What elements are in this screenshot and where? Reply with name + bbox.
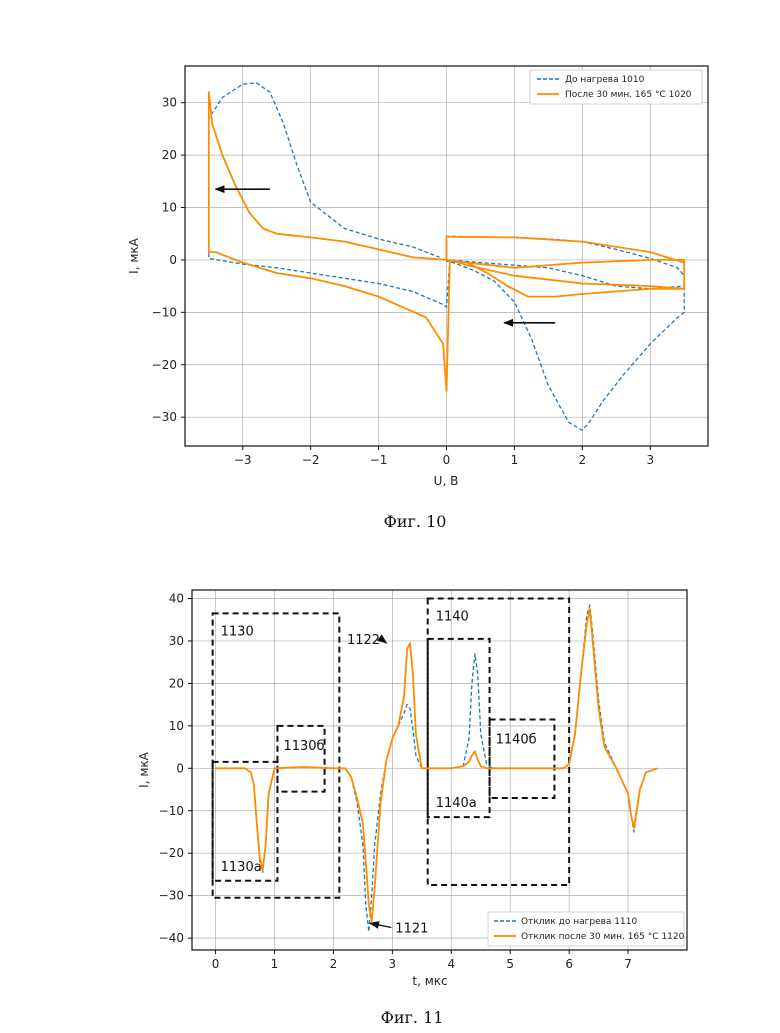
y-tick-label: −20 bbox=[152, 358, 177, 372]
y-tick-label: 40 bbox=[169, 591, 184, 605]
x-tick-label: 0 bbox=[212, 957, 220, 971]
figure-caption: Фиг. 11 bbox=[381, 1008, 444, 1027]
chart-fig11: 1130 1130а 1130б 1140 1140а 1140б 1122 1121 0 1… bbox=[137, 590, 687, 1027]
x-axis-label: U, В bbox=[434, 474, 459, 488]
annotation-1122: 1122 bbox=[347, 633, 380, 648]
y-tick-label: −30 bbox=[152, 410, 177, 424]
y-tick-label: 0 bbox=[169, 253, 177, 267]
annotations bbox=[216, 189, 556, 323]
figure-caption: Фиг. 10 bbox=[384, 512, 447, 531]
x-tick-label: −1 bbox=[370, 453, 388, 467]
region-box-1130 bbox=[213, 613, 340, 897]
y-tick-label: −30 bbox=[159, 889, 184, 903]
x-tick-label: 3 bbox=[389, 957, 397, 971]
y-tick-label: 20 bbox=[169, 676, 184, 690]
region-label: 1140б bbox=[496, 732, 537, 747]
region-box-1140б bbox=[490, 719, 555, 798]
region-box-1140а bbox=[428, 639, 490, 817]
y-axis-label: I, мкА bbox=[127, 237, 141, 273]
y-tick-label: 20 bbox=[162, 148, 177, 162]
x-tick-label: 1 bbox=[511, 453, 519, 467]
x-tick-label: 2 bbox=[330, 957, 338, 971]
y-tick-label: 30 bbox=[169, 634, 184, 648]
y-tick-label: 0 bbox=[176, 761, 184, 775]
y-axis-label: I, мкА bbox=[137, 751, 151, 787]
y-tick-label: −20 bbox=[159, 846, 184, 860]
grid bbox=[192, 590, 687, 950]
x-tick-label: −3 bbox=[234, 453, 252, 467]
x-tick-label: 1 bbox=[271, 957, 279, 971]
annotation-arrow bbox=[370, 923, 391, 927]
chart-fig10: −3−2−10123−30−20−100102030 U, В I, мкА Д… bbox=[127, 66, 708, 531]
legend-entry-1: До нагрева 1010 bbox=[565, 75, 645, 85]
x-tick-label: 2 bbox=[579, 453, 587, 467]
x-tick-label: 5 bbox=[506, 957, 514, 971]
legend: До нагрева 1010 После 30 мин. 165 °С 102… bbox=[530, 70, 702, 104]
x-tick-label: 7 bbox=[624, 957, 632, 971]
x-tick-label: 3 bbox=[646, 453, 654, 467]
y-tick-label: 10 bbox=[162, 201, 177, 215]
annotations: 1122 1121 bbox=[347, 633, 428, 937]
legend-entry-1: Отклик до нагрева 1110 bbox=[521, 917, 637, 927]
region-label: 1140а bbox=[436, 796, 477, 811]
tick-labels: −3−2−10123−30−20−100102030 bbox=[152, 96, 654, 467]
region-label: 1130 bbox=[221, 624, 254, 639]
x-axis-label: t, мкс bbox=[412, 974, 447, 988]
y-tick-label: 30 bbox=[162, 96, 177, 110]
series-line-2 bbox=[216, 609, 658, 921]
region-box-1130б bbox=[277, 726, 324, 792]
y-tick-label: −10 bbox=[159, 804, 184, 818]
x-tick-label: 0 bbox=[443, 453, 451, 467]
region-label: 1130б bbox=[283, 739, 324, 754]
x-tick-label: −2 bbox=[302, 453, 320, 467]
legend-entry-2: Отклик после 30 мин. 165 °С 1120 bbox=[521, 932, 685, 942]
y-tick-label: −10 bbox=[152, 305, 177, 319]
x-tick-label: 4 bbox=[447, 957, 455, 971]
region-label: 1140 bbox=[436, 609, 469, 624]
y-tick-label: −40 bbox=[159, 931, 184, 945]
y-tick-label: 10 bbox=[169, 719, 184, 733]
annotation-1121: 1121 bbox=[395, 922, 428, 937]
x-tick-label: 6 bbox=[565, 957, 573, 971]
region-label: 1130а bbox=[221, 860, 262, 875]
legend: Отклик до нагрева 1110 Отклик после 30 м… bbox=[488, 912, 685, 946]
legend-entry-2: После 30 мин. 165 °С 1020 bbox=[565, 90, 692, 100]
